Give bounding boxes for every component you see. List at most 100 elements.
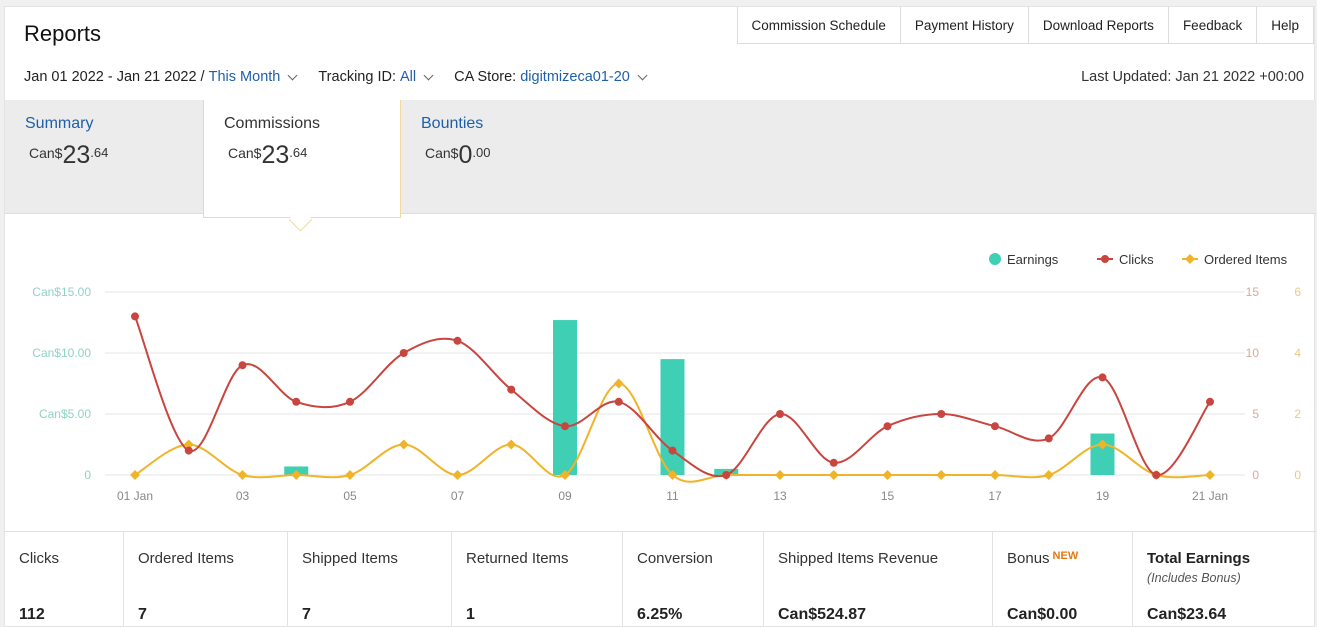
clicks-point [883,422,892,431]
ordered-items-point [1205,470,1215,480]
currency: Can$ [228,145,262,161]
stats-bar: Clicks 112 Ordered Items 7 Shipped Items… [5,531,1316,627]
clicks-point [453,336,462,345]
clicks-point [776,410,784,418]
stat-value: 7 [138,606,147,623]
x-tick-label: 11 [666,489,679,503]
x-tick-label: 17 [988,489,1002,503]
ordered-items-point [506,439,517,450]
tab-summary[interactable]: Summary Can$23.64 [5,100,203,214]
clicks-point [937,410,946,418]
top-nav: Commission Schedule Payment History Down… [736,7,1314,44]
clicks-point [238,361,247,370]
tracking-id-dropdown[interactable]: All [400,69,417,85]
y-right-clicks-tick-label: 5 [1252,407,1259,421]
stat-shipped-items: Shipped Items 7 [288,532,452,627]
legend-clicks-swatch [1101,255,1109,263]
ordered-items-point [237,470,248,480]
store-dropdown[interactable]: digitmizeca01-20 [520,69,630,85]
clicks-point [829,458,838,467]
legend-clicks-label: Clicks [1119,252,1154,267]
ordered-items-line [134,382,1211,483]
y-right-clicks-tick-label: 10 [1246,346,1260,360]
tab-amount: Can$23.64 [228,141,380,170]
tab-amount: Can$0.00 [425,141,579,170]
y-right-items-tick-label: 4 [1294,346,1301,360]
ordered-items-point [130,470,140,480]
stat-value: 1 [466,606,475,623]
clicks-point [1206,397,1214,406]
reports-panel: Reports Commission Schedule Payment Hist… [4,6,1316,627]
x-tick-label: 21 Jan [1192,489,1228,503]
amount-whole: 23 [62,141,91,169]
ordered-items-point [183,439,194,450]
stat-value: 7 [302,606,311,623]
new-badge: NEW [1052,550,1079,562]
stat-sub: (Includes Bonus) [1147,571,1241,585]
y-left-tick-label: 0 [84,468,91,482]
chevron-down-icon[interactable] [287,70,298,81]
ordered-items-point [936,470,947,480]
ordered-items-point [560,470,570,480]
store-label: CA Store: [454,69,517,85]
x-tick-label: 03 [236,489,250,503]
ordered-items-point [398,439,409,450]
help-button[interactable]: Help [1256,7,1314,44]
x-tick-label: 15 [881,489,895,503]
stat-value: 6.25% [637,606,683,623]
period-dropdown[interactable]: This Month [208,69,281,85]
clicks-point [1098,373,1107,382]
tab-commissions[interactable]: Commissions Can$23.64 [203,100,401,218]
stat-label: Clicks [19,550,59,567]
download-reports-button[interactable]: Download Reports [1027,7,1169,44]
commission-schedule-button[interactable]: Commission Schedule [736,7,901,44]
tracking-id-label: Tracking ID: [318,69,396,85]
stat-total-earnings: Total Earnings (Includes Bonus) Can$23.6… [1133,532,1316,627]
stat-value: Can$524.87 [778,606,867,623]
report-tabs: Summary Can$23.64 Commissions Can$23.64 … [5,100,1316,218]
tab-label: Summary [25,115,94,132]
x-tick-label: 19 [1096,489,1110,503]
stat-label: Ordered Items [138,550,234,567]
filter-bar: Jan 01 2022 - Jan 21 2022 / This Month T… [24,69,668,85]
stat-shipped-revenue: Shipped Items Revenue Can$524.87 [764,532,993,627]
bonus-label: Bonus [1007,550,1050,567]
stat-label: Conversion [637,550,713,567]
earnings-bar [553,320,577,475]
clicks-point [1044,434,1053,443]
amount-whole: 23 [261,141,290,169]
ordered-items-point [345,470,355,480]
stat-clicks: Clicks 112 [5,532,124,627]
stat-label: Returned Items [466,550,569,567]
y-left-tick-label: Can$5.00 [39,407,91,421]
legend-items-swatch [1185,254,1195,264]
chevron-down-icon[interactable] [637,70,648,81]
currency: Can$ [29,145,63,161]
tab-label: Commissions [224,115,321,132]
ordered-items-point [1043,470,1054,480]
stat-value: Can$0.00 [1007,606,1078,623]
stat-value: Can$23.64 [1147,606,1227,623]
feedback-button[interactable]: Feedback [1167,7,1258,44]
tab-bounties[interactable]: Bounties Can$0.00 [401,100,599,214]
clicks-point [292,397,301,406]
tab-label: Bounties [421,115,484,132]
last-updated: Last Updated: Jan 21 2022 +00:00 [1081,69,1304,85]
clicks-point [399,349,408,357]
chevron-down-icon[interactable] [423,70,434,81]
y-right-items-tick-label: 2 [1294,407,1301,421]
y-right-clicks-tick-label: 15 [1246,285,1260,299]
clicks-point [131,312,139,321]
clicks-point [668,446,677,455]
stat-label: Shipped Items [302,550,398,567]
y-right-clicks-tick-label: 0 [1252,468,1259,482]
stat-ordered-items: Ordered Items 7 [124,532,288,627]
payment-history-button[interactable]: Payment History [899,7,1029,44]
ordered-items-point [882,470,893,480]
ordered-items-point [775,470,785,480]
clicks-point [722,471,731,479]
ordered-items-point [667,470,678,480]
x-tick-label: 05 [343,489,357,503]
stat-label: Bonus NEW [1007,550,1132,567]
legend-earnings-label: Earnings [1007,252,1059,267]
